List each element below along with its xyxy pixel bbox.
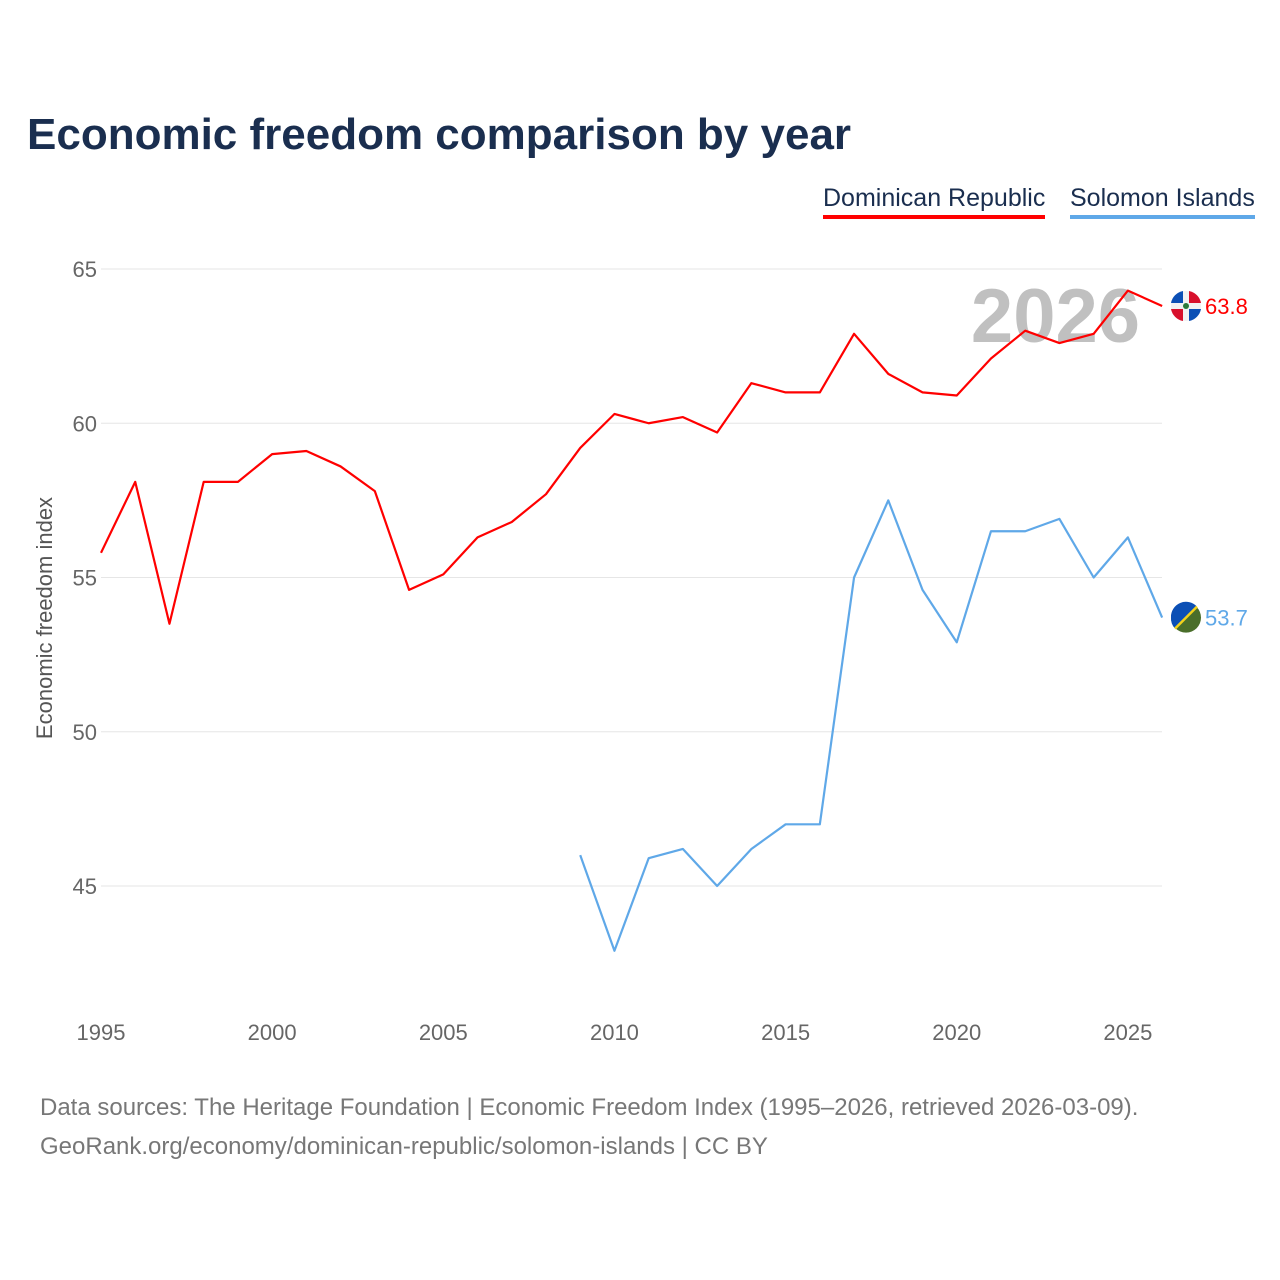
y-tick-label: 60: [73, 411, 97, 436]
footer-sources: Data sources: The Heritage Foundation | …: [40, 1094, 1139, 1121]
flag-quadrant: [1189, 291, 1201, 304]
x-tick-label: 2015: [761, 1020, 810, 1045]
y-tick-label: 65: [73, 257, 97, 282]
chart-title: Economic freedom comparison by year: [27, 110, 852, 159]
flag-quadrant: [1189, 309, 1201, 322]
x-tick-label: 2010: [590, 1020, 639, 1045]
footer-credit: GeoRank.org/economy/dominican-republic/s…: [40, 1133, 768, 1160]
flag-quadrant: [1171, 291, 1183, 304]
x-tick-label: 2025: [1103, 1020, 1152, 1045]
x-tick-label: 1995: [77, 1020, 126, 1045]
x-tick-label: 2020: [932, 1020, 981, 1045]
flag-stripe: [1174, 605, 1198, 630]
x-tick-label: 2005: [419, 1020, 468, 1045]
flag-quadrant: [1171, 309, 1183, 322]
y-tick-label: 45: [73, 874, 97, 899]
flag-emblem: [1183, 303, 1189, 310]
legend-dominican-republic[interactable]: Dominican Republic: [823, 184, 1046, 219]
end-value-label: 63.8: [1205, 294, 1248, 319]
y-tick-label: 50: [73, 720, 97, 745]
year-watermark: 2026: [971, 274, 1140, 359]
footer: Data sources: The Heritage Foundation | …: [40, 1088, 1138, 1166]
end-value-label: 53.7: [1205, 606, 1248, 631]
x-tick-label: 2000: [248, 1020, 297, 1045]
flag-blue-field: [1170, 601, 1197, 629]
series-line-solomon-islands: [579, 499, 1164, 952]
legend-solomon-islands[interactable]: Solomon Islands: [1070, 184, 1255, 219]
series-line-dominican-republic: [100, 289, 1163, 625]
y-tick-label: 55: [73, 566, 97, 591]
